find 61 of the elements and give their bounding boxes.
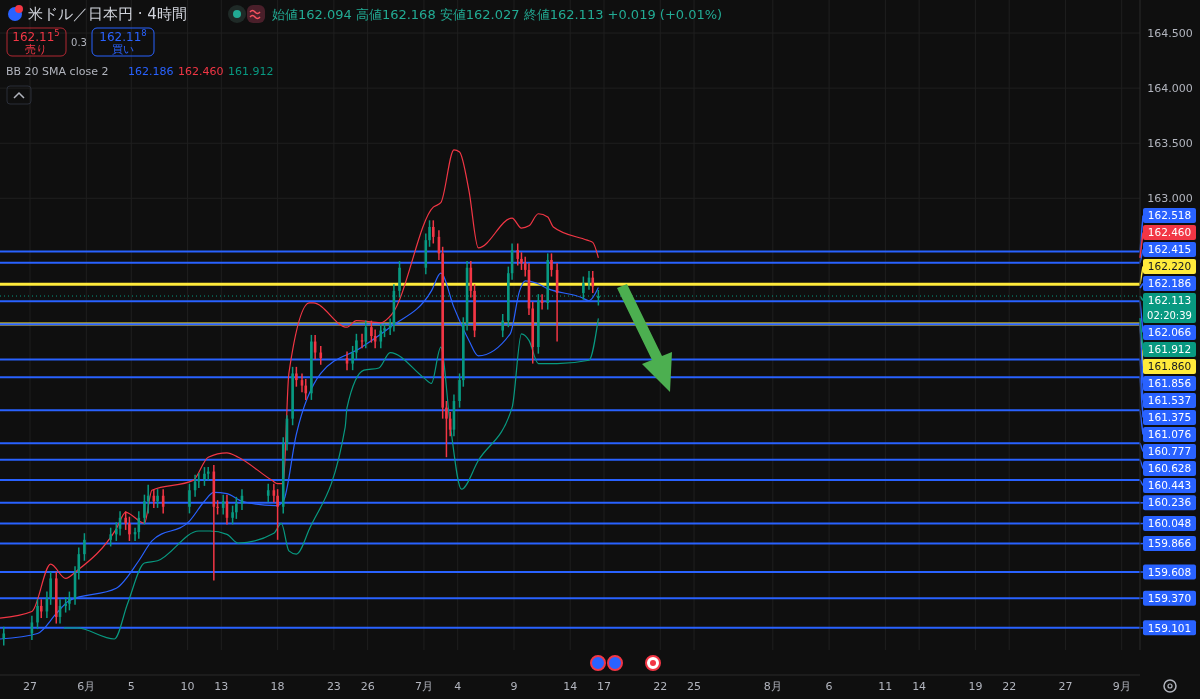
text: 02:20:39 xyxy=(1147,310,1192,321)
ref-line-label: 161.856 xyxy=(1147,377,1192,390)
text: 始値162.094 高値162.168 安値162.027 終値162.113 +0.019 (+0.01%) xyxy=(272,7,723,22)
ref-line-label: 160.628 xyxy=(1147,462,1192,475)
x-tick-label: 17 xyxy=(597,680,611,693)
y-tick-label: 164.000 xyxy=(1147,81,1193,95)
ref-line-label: 162.066 xyxy=(1147,326,1192,339)
x-tick-label: 22 xyxy=(1002,680,1017,693)
x-tick-label: 14 xyxy=(912,680,927,693)
x-tick-label: 19 xyxy=(968,680,983,693)
y-tick-label: 164.500 xyxy=(1147,26,1193,40)
x-tick-label: 6 xyxy=(825,680,833,693)
ref-line-label: 159.101 xyxy=(1147,621,1192,634)
annotation: 162.460 xyxy=(1147,226,1192,239)
ref-line-label: 159.370 xyxy=(1147,591,1192,604)
annotation: 162.460 xyxy=(178,65,224,78)
ref-line-label: 159.866 xyxy=(1147,537,1192,550)
ref-line-label: 160.048 xyxy=(1147,517,1192,530)
annotation: 162.186 xyxy=(1147,277,1192,290)
annotation: 162.186 xyxy=(128,65,174,78)
x-tick-label: 26 xyxy=(360,680,375,693)
ref-line-label: 161.860 xyxy=(1147,360,1192,373)
x-tick-label: 25 xyxy=(687,680,702,693)
ref-line-label: 160.236 xyxy=(1147,496,1192,509)
x-tick-label: 27 xyxy=(1058,680,1073,693)
annotation: BB 20 SMA close 2 xyxy=(6,65,109,78)
chart-title: 米ドル／日本円 · 4時間 xyxy=(28,5,187,23)
x-tick-label: 13 xyxy=(214,680,229,693)
x-tick-label: 8月 xyxy=(763,680,782,693)
x-tick-label: 22 xyxy=(653,680,668,693)
x-tick-label: 9 xyxy=(510,680,518,693)
x-tick-label: 6月 xyxy=(77,680,96,693)
annotation: 162.11$^{8}$ xyxy=(99,28,147,44)
legend-label: 161.375 xyxy=(1147,411,1192,424)
ref-line-label: 162.518 xyxy=(1147,209,1192,222)
x-tick-label: 11 xyxy=(878,680,893,693)
annotation: 売り xyxy=(25,43,47,56)
ref-line-label: 160.443 xyxy=(1147,479,1192,492)
ref-line-label: 160.777 xyxy=(1147,445,1192,458)
x-tick-label: 27 xyxy=(23,680,38,693)
annotation: 162.11$^{5}$ xyxy=(12,28,60,44)
annotation: 買い xyxy=(112,43,134,56)
legend-label: 162.415 xyxy=(1147,243,1192,256)
x-tick-label: 10 xyxy=(180,680,195,693)
ref-line-label: 161.076 xyxy=(1147,428,1192,441)
ref-line-label: 162.113 xyxy=(1147,294,1192,307)
ref-line-label: 162.220 xyxy=(1147,260,1192,273)
annotation: 161.912 xyxy=(1147,343,1192,356)
ref-line-label: 161.537 xyxy=(1147,394,1192,407)
x-tick-label: 23 xyxy=(326,680,341,693)
x-tick-label: 18 xyxy=(270,680,285,693)
x-tick-label: 14 xyxy=(563,680,578,693)
x-tick-label: 4 xyxy=(454,680,462,693)
ref-line-label: 159.608 xyxy=(1147,565,1192,578)
x-tick-label: 7月 xyxy=(414,680,433,693)
y-tick-label: 163.500 xyxy=(1147,137,1193,151)
y-tick-label: 163.000 xyxy=(1147,192,1193,206)
annotation: 161.912 xyxy=(228,65,274,78)
x-tick-label: 9月 xyxy=(1112,680,1131,693)
x-tick-label: 5 xyxy=(127,680,135,693)
annotation: 0.3 xyxy=(71,37,87,48)
